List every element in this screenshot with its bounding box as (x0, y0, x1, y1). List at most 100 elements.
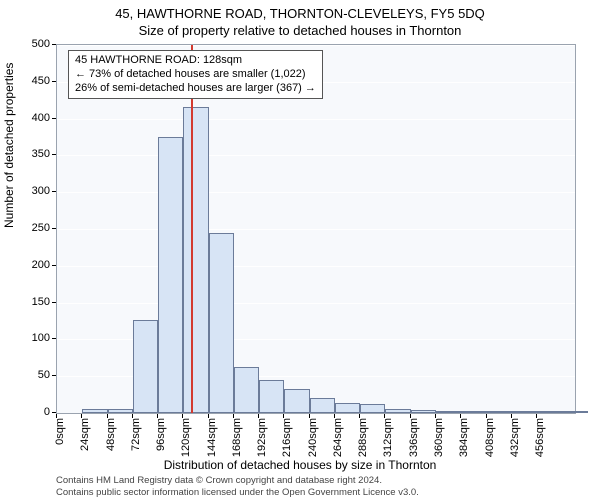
histogram-bar (411, 410, 436, 413)
x-tick-mark (460, 414, 461, 418)
x-tick-mark (511, 414, 512, 418)
x-tick-label: 24sqm (79, 418, 91, 451)
x-tick-label: 336sqm (408, 418, 420, 457)
y-tick-label: 150 (0, 296, 54, 308)
histogram-bar (335, 403, 360, 413)
histogram-bar (310, 398, 335, 413)
y-tick-mark (52, 338, 56, 339)
y-tick-label: 500 (0, 38, 54, 50)
gridline (57, 45, 575, 46)
x-tick-mark (359, 414, 360, 418)
histogram-bar (360, 404, 385, 413)
x-tick-mark (435, 414, 436, 418)
y-tick-label: 450 (0, 75, 54, 87)
x-axis-label: Distribution of detached houses by size … (0, 458, 600, 472)
y-tick-mark (52, 154, 56, 155)
annotation-line-3: 26% of semi-detached houses are larger (… (75, 82, 316, 96)
y-tick-label: 250 (0, 222, 54, 234)
x-tick-label: 0sqm (54, 418, 66, 445)
x-tick-mark (157, 414, 158, 418)
y-tick-label: 0 (0, 406, 54, 418)
annotation-line-2: ← 73% of detached houses are smaller (1,… (75, 68, 316, 82)
x-tick-mark (384, 414, 385, 418)
histogram-bar (385, 409, 410, 413)
histogram-bar (537, 411, 562, 413)
histogram-bar (436, 411, 461, 413)
x-tick-label: 432sqm (509, 418, 521, 457)
x-tick-mark (536, 414, 537, 418)
y-tick-label: 300 (0, 185, 54, 197)
x-tick-label: 312sqm (382, 418, 394, 457)
annotation-box: 45 HAWTHORNE ROAD: 128sqm ← 73% of detac… (68, 50, 323, 99)
y-tick-mark (52, 228, 56, 229)
x-tick-mark (334, 414, 335, 418)
x-tick-mark (233, 414, 234, 418)
y-tick-label: 50 (0, 369, 54, 381)
x-tick-label: 72sqm (130, 418, 142, 451)
x-tick-mark (486, 414, 487, 418)
y-tick-label: 200 (0, 259, 54, 271)
chart-plot-area (56, 44, 576, 414)
x-tick-label: 264sqm (332, 418, 344, 457)
y-tick-mark (52, 412, 56, 413)
histogram-bar (108, 409, 133, 413)
footer-line-2: Contains public sector information licen… (56, 487, 419, 498)
page-title: 45, HAWTHORNE ROAD, THORNTON-CLEVELEYS, … (0, 0, 600, 21)
x-tick-label: 192sqm (256, 418, 268, 457)
x-tick-mark (81, 414, 82, 418)
y-tick-label: 350 (0, 148, 54, 160)
x-tick-label: 288sqm (357, 418, 369, 457)
x-tick-mark (309, 414, 310, 418)
x-tick-mark (182, 414, 183, 418)
histogram-bar (562, 411, 587, 413)
x-tick-mark (107, 414, 108, 418)
histogram-bar (234, 367, 259, 413)
y-tick-label: 400 (0, 112, 54, 124)
x-tick-label: 96sqm (155, 418, 167, 451)
annotation-line-1: 45 HAWTHORNE ROAD: 128sqm (75, 54, 316, 68)
x-tick-label: 48sqm (105, 418, 117, 451)
histogram-bar (512, 411, 537, 413)
x-tick-mark (208, 414, 209, 418)
x-tick-label: 240sqm (307, 418, 319, 457)
histogram-bar (284, 389, 309, 413)
histogram-bar (133, 320, 158, 413)
histogram-bar (183, 107, 208, 413)
gridline (57, 155, 575, 156)
x-tick-label: 120sqm (180, 418, 192, 457)
x-tick-mark (56, 414, 57, 418)
x-tick-mark (283, 414, 284, 418)
page-subtitle: Size of property relative to detached ho… (0, 21, 600, 38)
reference-line (191, 45, 193, 413)
gridline (57, 303, 575, 304)
histogram-bar (158, 137, 183, 413)
x-tick-label: 360sqm (433, 418, 445, 457)
x-tick-mark (132, 414, 133, 418)
x-tick-mark (410, 414, 411, 418)
x-tick-label: 144sqm (206, 418, 218, 457)
y-tick-mark (52, 44, 56, 45)
x-tick-label: 168sqm (231, 418, 243, 457)
x-tick-label: 216sqm (281, 418, 293, 457)
histogram-bar (209, 233, 234, 413)
gridline (57, 229, 575, 230)
histogram-bar (259, 380, 284, 413)
gridline (57, 119, 575, 120)
y-tick-mark (52, 375, 56, 376)
y-tick-mark (52, 302, 56, 303)
y-tick-mark (52, 81, 56, 82)
histogram-bar (461, 411, 486, 413)
histogram-bar (82, 409, 107, 413)
x-tick-label: 384sqm (458, 418, 470, 457)
y-tick-mark (52, 265, 56, 266)
y-axis-label: Number of detached properties (2, 63, 16, 228)
histogram-bar (487, 411, 512, 413)
gridline (57, 266, 575, 267)
x-tick-label: 456sqm (534, 418, 546, 457)
x-tick-label: 408sqm (484, 418, 496, 457)
y-tick-mark (52, 191, 56, 192)
footer-text: Contains HM Land Registry data © Crown c… (56, 475, 419, 498)
y-tick-mark (52, 118, 56, 119)
y-tick-label: 100 (0, 332, 54, 344)
x-tick-mark (258, 414, 259, 418)
